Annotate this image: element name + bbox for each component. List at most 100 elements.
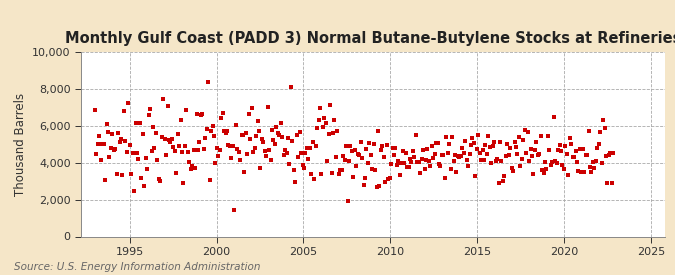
Point (485, 145, 495, 149)
Point (358, 183, 369, 187)
Point (467, 135, 478, 140)
Point (200, 136, 211, 140)
Point (487, 144, 498, 148)
Point (373, 128, 383, 133)
Point (279, 148, 290, 152)
Point (596, 161, 607, 165)
Point (111, 172, 122, 176)
Point (524, 159, 535, 164)
Point (290, 180, 300, 184)
Point (477, 147, 488, 152)
Point (520, 151, 531, 156)
Point (191, 112, 202, 116)
Point (457, 146, 468, 150)
Point (375, 148, 386, 153)
Point (587, 160, 598, 164)
Point (197, 112, 208, 116)
Point (248, 150, 259, 154)
Point (249, 146, 260, 151)
Point (452, 153, 463, 158)
Point (510, 145, 521, 149)
Point (146, 149, 157, 153)
Point (273, 130, 284, 135)
Point (91, 152, 102, 156)
Point (172, 132, 183, 136)
Point (181, 108, 192, 112)
Point (287, 139, 298, 143)
Point (580, 153, 591, 157)
Point (151, 131, 161, 135)
Point (537, 167, 547, 172)
Point (549, 159, 560, 164)
Point (364, 141, 375, 145)
Point (446, 167, 456, 171)
Point (274, 133, 285, 138)
Point (217, 111, 228, 116)
Point (461, 157, 472, 162)
Point (161, 153, 171, 157)
Point (551, 161, 562, 166)
Point (165, 140, 176, 145)
Point (312, 126, 323, 131)
Point (143, 112, 154, 117)
Point (110, 147, 121, 152)
Point (303, 157, 314, 161)
Point (99, 142, 109, 147)
Point (227, 143, 238, 148)
Point (139, 184, 150, 188)
Point (310, 144, 321, 149)
Point (557, 163, 568, 167)
Point (159, 137, 170, 141)
Point (439, 176, 450, 180)
Point (499, 174, 510, 178)
Point (605, 150, 616, 155)
Point (381, 143, 392, 147)
Point (412, 160, 423, 164)
Point (508, 169, 518, 173)
Point (351, 164, 362, 168)
Point (497, 179, 508, 183)
Point (277, 134, 288, 139)
Point (456, 154, 466, 158)
Point (362, 161, 373, 165)
Point (512, 152, 523, 156)
Point (591, 159, 601, 163)
Point (209, 134, 219, 138)
Point (599, 126, 610, 130)
Point (348, 175, 358, 180)
Point (149, 146, 160, 150)
Point (190, 166, 200, 170)
Point (410, 133, 421, 137)
Point (234, 150, 244, 154)
Point (105, 146, 116, 150)
Point (264, 148, 275, 153)
Point (186, 166, 196, 171)
Point (454, 154, 465, 159)
Point (250, 134, 261, 139)
Point (97, 142, 107, 147)
Point (100, 178, 111, 182)
Point (553, 147, 564, 152)
Point (215, 148, 225, 153)
Point (242, 152, 252, 156)
Point (240, 130, 251, 135)
Point (210, 161, 221, 165)
Point (294, 130, 305, 135)
Point (123, 101, 134, 105)
Point (162, 103, 173, 108)
Point (428, 156, 439, 160)
Point (516, 157, 527, 161)
Point (495, 140, 506, 144)
Point (435, 164, 446, 169)
Point (119, 109, 130, 113)
Point (556, 148, 566, 153)
Point (338, 154, 348, 159)
Point (504, 153, 514, 157)
Point (593, 141, 604, 146)
Point (535, 133, 546, 138)
Text: Source: U.S. Energy Information Administration: Source: U.S. Energy Information Administ… (14, 262, 260, 272)
Point (117, 173, 128, 178)
Point (180, 144, 190, 148)
Point (390, 146, 401, 150)
Point (331, 155, 342, 159)
